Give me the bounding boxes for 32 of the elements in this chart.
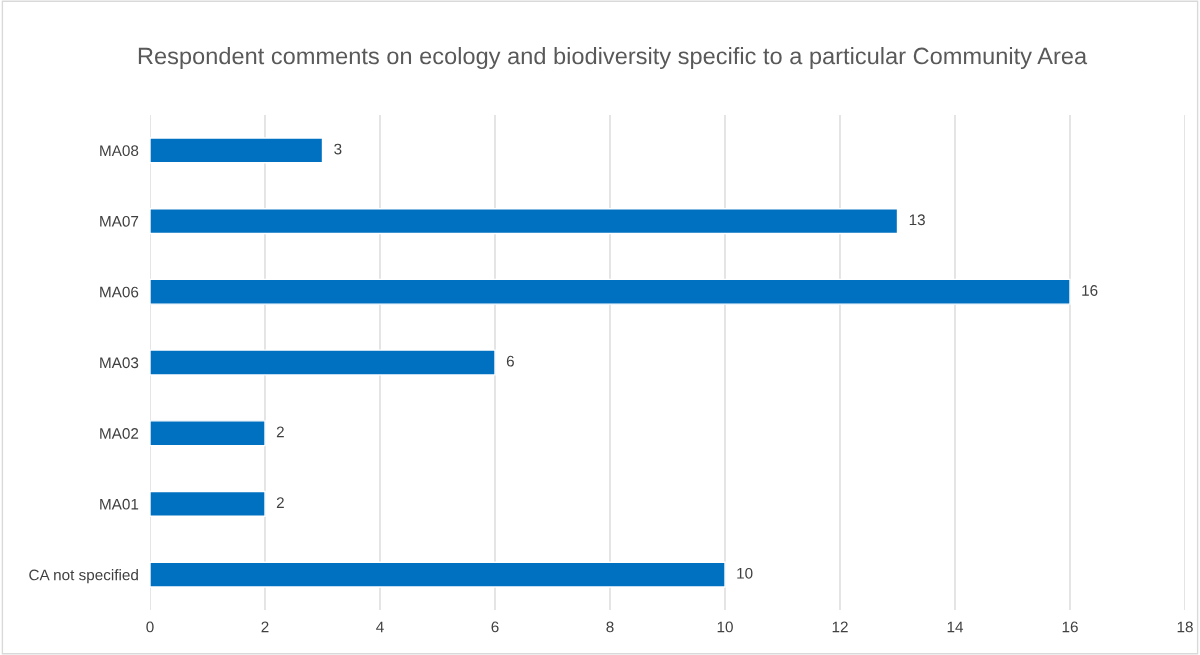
- y-tick-label: MA06: [100, 286, 139, 298]
- y-tick-label: MA03: [100, 357, 139, 369]
- x-tick-label: 18: [1177, 621, 1193, 633]
- data-label: 16: [1082, 285, 1098, 296]
- x-tick-label: 10: [717, 621, 733, 633]
- bar: [150, 561, 726, 588]
- data-label: 10: [737, 567, 753, 579]
- data-label: 2: [276, 426, 284, 438]
- x-tick-label: 2: [261, 621, 269, 633]
- bar: [150, 208, 899, 235]
- x-tick-label: 14: [947, 621, 964, 633]
- chart-title: Respondent comments on ecology and biodiversity specific to a particular Community Area: [138, 47, 1088, 69]
- x-tick-label: 16: [1062, 621, 1078, 633]
- y-tick-label: MA02: [100, 428, 139, 439]
- data-label: 13: [909, 214, 925, 226]
- y-tick-label: CA not specified: [29, 569, 138, 584]
- data-label: 3: [334, 143, 342, 155]
- data-label: 2: [276, 497, 284, 508]
- y-tick-label: MA01: [100, 498, 139, 510]
- y-tick-label: MA08: [100, 145, 139, 157]
- bar: [150, 349, 496, 376]
- x-tick-label: 4: [376, 621, 384, 633]
- y-tick-label: MA07: [100, 215, 139, 227]
- x-tick-label: 0: [146, 621, 154, 633]
- x-tick-label: 8: [606, 621, 614, 633]
- bar: [150, 490, 266, 517]
- bar: [150, 278, 1071, 305]
- x-tick-label: 6: [491, 621, 499, 633]
- bar: [150, 420, 266, 447]
- x-tick-label: 12: [832, 621, 848, 633]
- bar: [150, 137, 324, 164]
- data-label: 6: [506, 355, 514, 367]
